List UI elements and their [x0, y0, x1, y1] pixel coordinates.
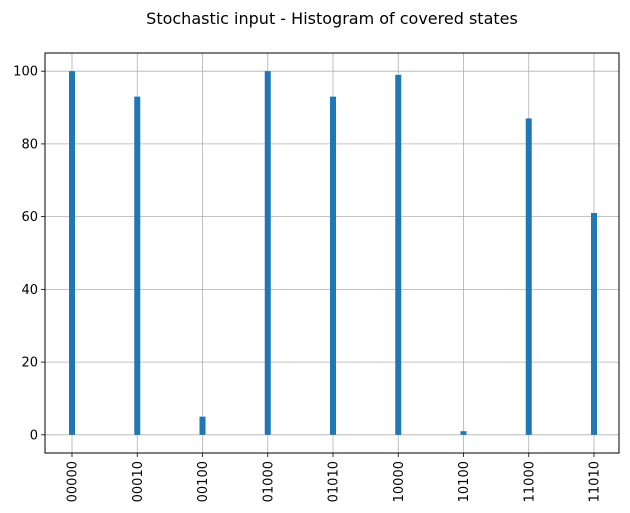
bar: [69, 71, 75, 435]
y-tick-label: 60: [21, 210, 38, 225]
plot-frame: [44, 52, 620, 454]
x-tick-label: 00100: [196, 461, 211, 502]
bar: [591, 213, 597, 435]
x-tick-label: 00010: [131, 461, 146, 502]
y-tick-label: 20: [21, 356, 38, 371]
x-tick-label: 11010: [588, 461, 603, 502]
bar: [330, 96, 336, 435]
bar: [395, 74, 402, 435]
y-tick-label: 0: [30, 428, 38, 443]
x-tick-label: 01000: [261, 461, 276, 502]
x-tick-label: 00000: [66, 461, 81, 502]
y-axis-ticks: 0 20 40 60 80 100: [13, 65, 45, 443]
bar: [199, 416, 206, 435]
bar: [460, 431, 467, 435]
bars: [69, 71, 597, 435]
x-tick-label: 10000: [392, 461, 407, 502]
x-tick-label: 11000: [522, 461, 537, 502]
x-axis-ticks: 00000 00010 00100 01000 01010 10000 10100 11000…: [66, 453, 603, 502]
bar: [134, 96, 141, 435]
x-tick-label: 01010: [327, 461, 342, 502]
x-tick-label: 10100: [457, 461, 472, 502]
chart-title: Stochastic input - Histogram of covered …: [146, 9, 518, 28]
y-tick-label: 100: [13, 65, 38, 80]
bar: [264, 71, 271, 435]
y-tick-label: 80: [21, 137, 38, 152]
bar: [525, 118, 532, 435]
y-tick-label: 40: [21, 283, 38, 298]
